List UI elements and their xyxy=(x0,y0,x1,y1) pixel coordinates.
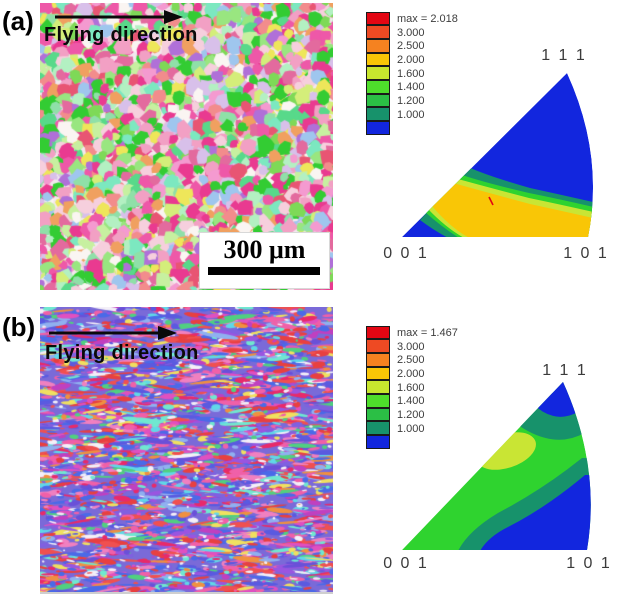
legend-color-box xyxy=(366,93,390,108)
legend-level-label: 2.500 xyxy=(397,40,425,53)
ipf-legend-a: max = 2.018 3.000 2.500 2.000 1.600 1.40… xyxy=(366,11,486,135)
ipf-b-corner-111: 1 1 1 xyxy=(542,362,588,379)
legend-level-label: 2.000 xyxy=(397,53,425,66)
ipf-a-corner-001: 0 0 1 xyxy=(383,245,429,262)
legend-color-box xyxy=(366,421,390,435)
legend-color-box xyxy=(366,11,390,26)
legend-level-label: 1.600 xyxy=(397,67,425,80)
flying-direction-text-a: Flying direction xyxy=(44,24,198,46)
legend-level-label: 1.600 xyxy=(397,381,425,394)
legend-level-label: 1.200 xyxy=(397,94,425,107)
ipf-b-blue-bottom-region xyxy=(480,475,591,550)
arrow-head-icon xyxy=(158,326,177,340)
inverse-pole-figure-b xyxy=(402,382,591,550)
arrow-head-icon xyxy=(164,10,183,24)
legend-level-label: 2.500 xyxy=(397,354,425,367)
flying-direction-arrow-a xyxy=(55,10,183,24)
legend-level-label: 1.000 xyxy=(397,108,425,121)
ipf-legend-b: max = 1.467 3.000 2.500 2.000 1.600 1.40… xyxy=(366,325,486,449)
legend-color-box xyxy=(366,435,390,449)
legend-level-label: 2.000 xyxy=(397,367,425,380)
ipf-a-yellow-region xyxy=(432,183,594,237)
legend-level-label: 3.000 xyxy=(397,340,425,353)
scale-bar-text: 300 μm xyxy=(223,235,306,264)
panel-b-label: (b) xyxy=(2,312,36,342)
legend-color-box xyxy=(366,325,390,340)
legend-color-box xyxy=(366,38,390,53)
flying-direction-arrow-b xyxy=(49,326,177,340)
legend-color-box xyxy=(366,79,390,94)
panel-a-label: (a) xyxy=(2,6,34,36)
legend-color-box xyxy=(366,66,390,80)
legend-max-label-a: max = 2.018 xyxy=(397,12,458,25)
ebsd-map-b xyxy=(40,307,333,592)
ipf-b-corner-001: 0 0 1 xyxy=(383,555,429,572)
scale-bar-line xyxy=(208,267,320,275)
legend-color-box xyxy=(366,107,390,121)
legend-level-label: 3.000 xyxy=(397,26,425,39)
ipf-a-corner-101: 1 0 1 xyxy=(563,245,609,262)
legend-level-label: 1.400 xyxy=(397,395,425,408)
ipf-b-corner-101: 1 0 1 xyxy=(566,555,612,572)
legend-color-box xyxy=(366,339,390,353)
inverse-pole-figure-a xyxy=(402,73,594,237)
legend-color-box xyxy=(366,352,390,367)
legend-color-box xyxy=(366,366,390,381)
legend-color-box xyxy=(366,380,390,394)
legend-level-label: 1.400 xyxy=(397,81,425,94)
legend-color-box xyxy=(366,121,390,135)
flying-direction-text-b: Flying direction xyxy=(45,342,199,364)
legend-max-label-b: max = 1.467 xyxy=(397,326,458,339)
legend-level-label: 1.000 xyxy=(397,422,425,435)
legend-color-box xyxy=(366,52,390,67)
ipf-a-corner-111: 1 1 1 xyxy=(541,47,587,64)
legend-level-label: 1.200 xyxy=(397,408,425,421)
legend-color-box xyxy=(366,25,390,39)
scale-bar: 300 μm xyxy=(199,232,330,289)
legend-color-box xyxy=(366,407,390,422)
legend-color-box xyxy=(366,393,390,408)
map-b-bottom-edge xyxy=(40,592,333,594)
ipf-a-max-marker xyxy=(488,196,494,206)
